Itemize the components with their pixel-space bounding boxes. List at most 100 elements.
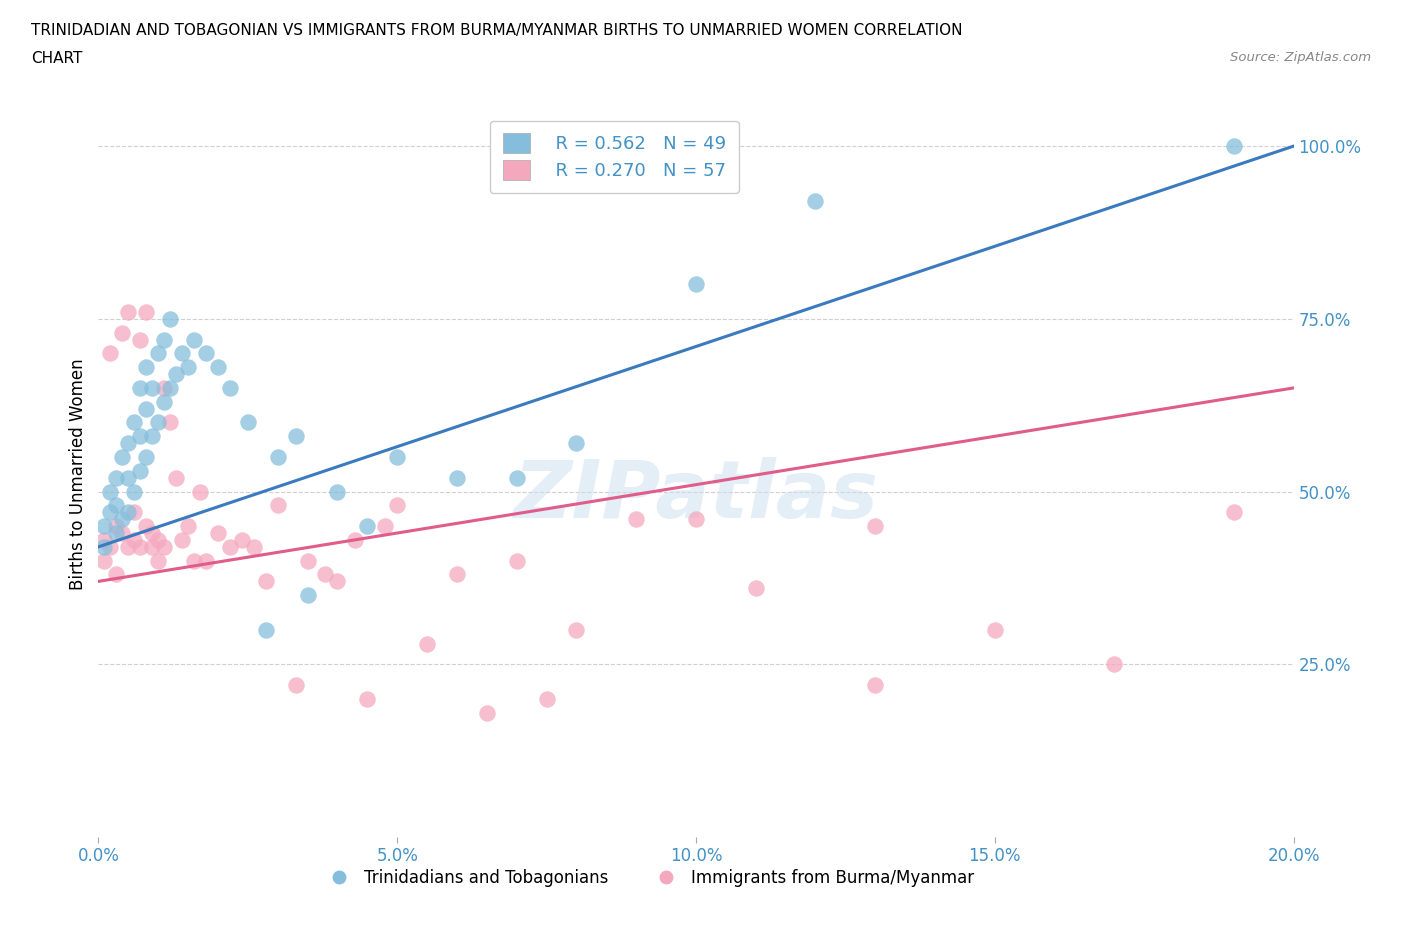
Point (117, 539, 139, 554)
Point (865, 678, 887, 693)
Point (111, 449, 134, 464)
Point (284, 678, 307, 693)
Point (153, 539, 176, 554)
Point (141, 429, 163, 444)
Point (356, 519, 378, 534)
Point (124, 485, 146, 499)
Point (416, 636, 439, 651)
Point (254, 574, 277, 589)
Point (984, 622, 1007, 637)
Point (177, 519, 200, 534)
Point (105, 498, 128, 512)
Point (98, 485, 122, 499)
Point (183, 332, 205, 347)
Point (865, 519, 887, 534)
Point (326, 485, 349, 499)
Point (243, 539, 266, 554)
Point (1104, 657, 1126, 671)
Point (129, 429, 152, 444)
Point (195, 346, 218, 361)
Point (129, 380, 152, 395)
Point (111, 525, 134, 540)
Point (685, 512, 707, 526)
Point (219, 539, 242, 554)
Point (254, 622, 277, 637)
Point (231, 533, 253, 548)
Point (284, 429, 307, 444)
Point (172, 533, 194, 548)
Point (124, 533, 146, 548)
Text: CHART: CHART (31, 51, 83, 66)
Point (159, 415, 181, 430)
Point (385, 498, 409, 512)
Point (105, 567, 128, 582)
Point (236, 415, 259, 430)
Point (105, 519, 128, 534)
Point (98, 346, 122, 361)
Point (207, 525, 229, 540)
Point (153, 332, 176, 347)
Point (267, 498, 290, 512)
Point (297, 588, 319, 603)
Point (148, 415, 170, 430)
Point (207, 360, 229, 375)
Point (165, 366, 187, 381)
Point (385, 449, 409, 464)
Point (326, 574, 349, 589)
Point (536, 691, 558, 706)
Text: Source: ZipAtlas.com: Source: ZipAtlas.com (1230, 51, 1371, 64)
Point (93, 539, 115, 554)
Point (105, 525, 128, 540)
Point (446, 567, 468, 582)
Point (93, 553, 115, 568)
Point (626, 512, 648, 526)
Point (111, 512, 134, 526)
Point (124, 415, 146, 430)
Point (129, 539, 152, 554)
Point (344, 533, 367, 548)
Point (117, 471, 139, 485)
Point (117, 505, 139, 520)
Point (135, 401, 157, 416)
Point (105, 471, 128, 485)
Point (93, 519, 115, 534)
Point (159, 380, 181, 395)
Point (135, 304, 157, 319)
Point (153, 394, 176, 409)
Point (685, 277, 707, 292)
Point (148, 346, 170, 361)
Point (565, 436, 588, 451)
Point (745, 581, 768, 596)
Point (153, 380, 176, 395)
Point (98, 539, 122, 554)
Point (267, 449, 290, 464)
Point (506, 471, 529, 485)
Point (506, 553, 529, 568)
Point (141, 525, 163, 540)
Point (135, 449, 157, 464)
Point (129, 463, 152, 478)
Point (148, 553, 170, 568)
Point (141, 539, 163, 554)
Point (374, 519, 396, 534)
Point (315, 567, 337, 582)
Point (124, 505, 146, 520)
Point (135, 519, 157, 534)
Point (159, 312, 181, 326)
Point (1223, 505, 1246, 520)
Point (804, 194, 827, 209)
Point (111, 326, 134, 340)
Point (165, 471, 187, 485)
Point (219, 380, 242, 395)
Point (172, 346, 194, 361)
Text: TRINIDADIAN AND TOBAGONIAN VS IMMIGRANTS FROM BURMA/MYANMAR BIRTHS TO UNMARRIED : TRINIDADIAN AND TOBAGONIAN VS IMMIGRANTS… (31, 23, 963, 38)
Legend: Trinidadians and Tobagonians, Immigrants from Burma/Myanmar: Trinidadians and Tobagonians, Immigrants… (315, 863, 981, 894)
Point (565, 622, 588, 637)
Point (129, 332, 152, 347)
Point (297, 553, 319, 568)
Point (117, 304, 139, 319)
Point (446, 471, 468, 485)
Point (141, 380, 163, 395)
Point (177, 360, 200, 375)
Point (356, 691, 378, 706)
